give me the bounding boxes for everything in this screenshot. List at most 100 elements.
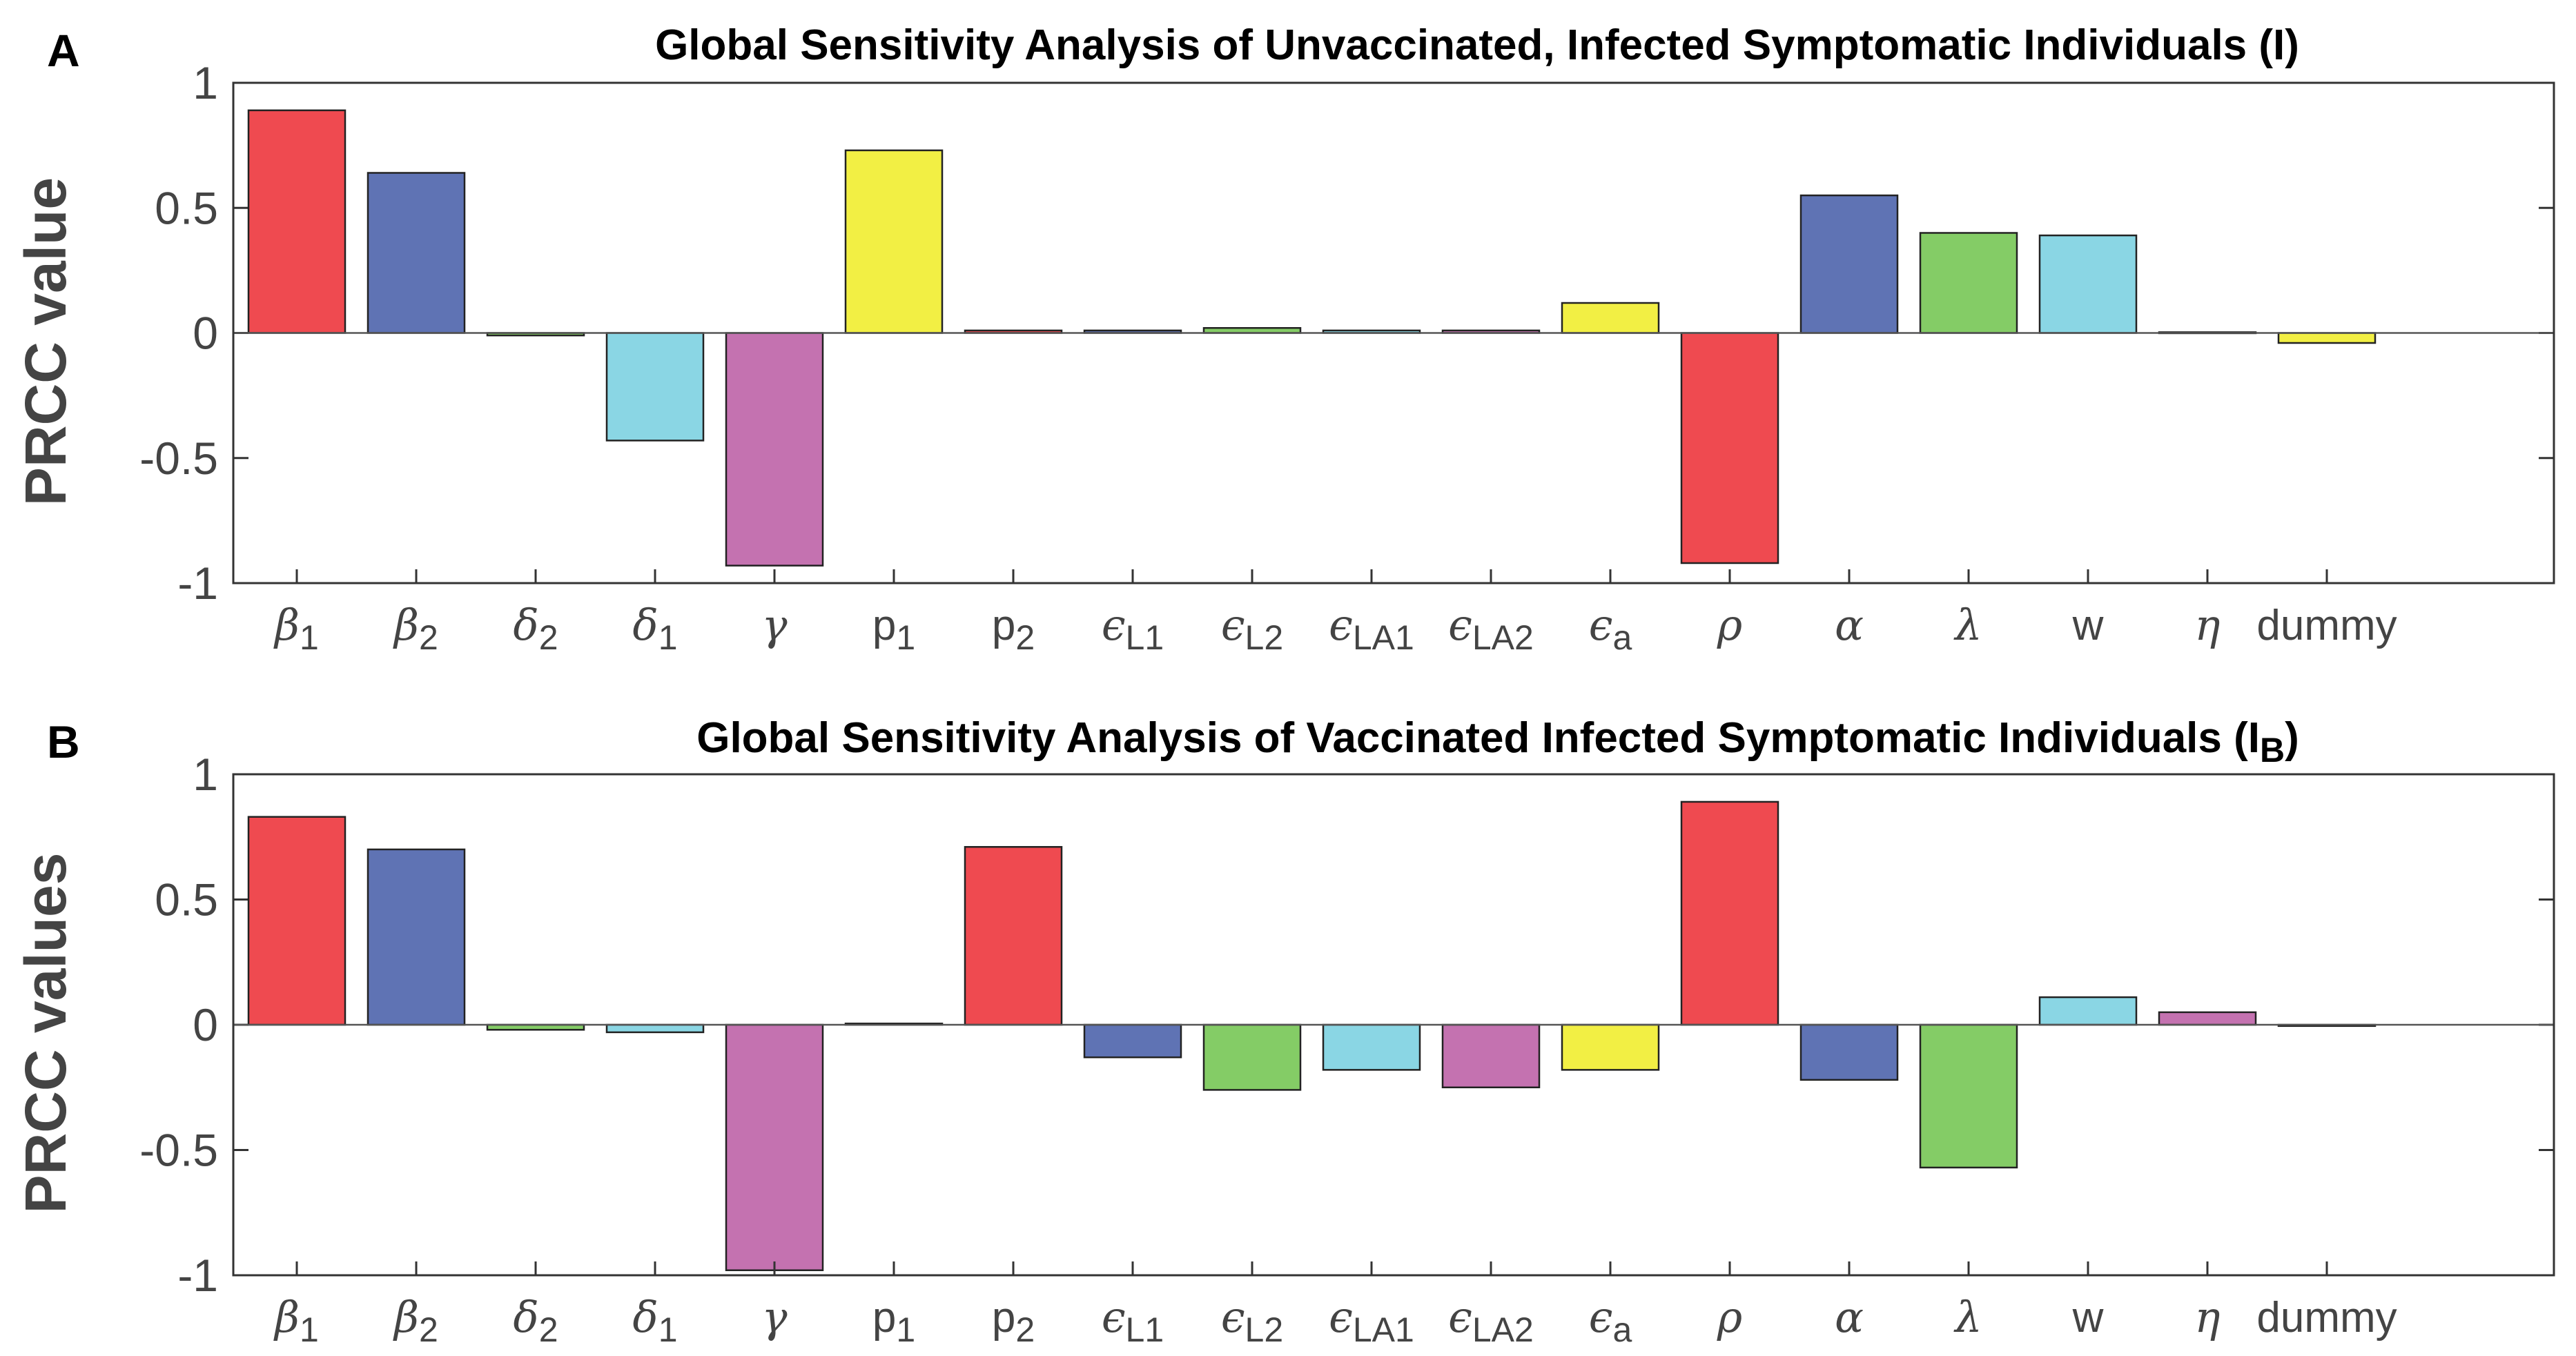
panel-a-xtick-sub: a xyxy=(1612,618,1632,657)
panel-b-xtick-base: ϵ xyxy=(1329,1292,1353,1342)
panel-b-xtick-label: p2 xyxy=(992,1294,1035,1349)
panel-b-letter: B xyxy=(47,716,80,767)
panel-b-ytick-label: 1 xyxy=(193,749,218,800)
panel-b-xticks: β1 β2 δ2 δ1 γ p1 p2 ϵL1 ϵL2 ϵLA1 ϵLA2 ϵa ρ α λ w η dummy xyxy=(273,1261,2397,1349)
panel-a-xtick-base: ϵ xyxy=(1329,600,1353,650)
panel-b-xtick-label: α xyxy=(1835,1292,1864,1342)
panel-a-axes xyxy=(232,81,2555,584)
panel-b-xtick-sub: 1 xyxy=(658,1310,678,1349)
panel-a-xtick-label: δ1 xyxy=(632,600,677,657)
panel-a-bar xyxy=(725,332,824,567)
panel-a-ytick-label: -1 xyxy=(177,558,218,609)
panel-a-xtick-label: p2 xyxy=(992,602,1035,657)
panel-a-xtick-label: β2 xyxy=(393,600,438,657)
panel-a-ytick-label: 0.5 xyxy=(155,182,218,233)
panel-a-xtick-label: ϵLA2 xyxy=(1448,600,1534,657)
panel-a-xtick-sub: L1 xyxy=(1126,618,1164,657)
panel-b-xtick-sub: 1 xyxy=(896,1310,915,1349)
panel-b-ytick-label: -0.5 xyxy=(139,1125,218,1176)
panel-b-bar xyxy=(725,1023,824,1271)
panel-a-xtick-base: ϵ xyxy=(1102,600,1126,650)
panel-a-xtick-base: α xyxy=(1835,600,1864,650)
panel-b-xtick-label: δ1 xyxy=(632,1292,677,1349)
panel-b-xtick-base: α xyxy=(1835,1292,1864,1342)
panel-b-xtick-base: ϵ xyxy=(1102,1292,1126,1342)
panel-a-xtick-label: ϵa xyxy=(1589,600,1632,657)
panel-b-bar xyxy=(2158,1011,2257,1026)
panel-b-title: Global Sensitivity Analysis of Vaccinate… xyxy=(696,714,2299,769)
panel-b-title-sub: B xyxy=(2260,731,2285,769)
panel-b-xtick-label: β2 xyxy=(393,1292,438,1349)
panel-a-letter: A xyxy=(47,25,80,76)
panel-a-xtick-base: γ xyxy=(761,600,788,650)
panel-a-bar xyxy=(1561,302,1660,334)
panel-b-xtick-label: ϵL1 xyxy=(1102,1292,1164,1349)
panel-a-bar xyxy=(247,109,347,334)
panel-a-xtick-sub: 2 xyxy=(1015,618,1035,657)
panel-a-xtick-base: ϵ xyxy=(1589,600,1613,650)
panel-a-bar xyxy=(605,332,705,442)
panel-a-xtick-base: λ xyxy=(1953,600,1982,650)
panel-a-xtick-sub: 1 xyxy=(300,618,319,657)
panel-b-xtick-base: dummy xyxy=(2256,1294,2397,1342)
panel-b-xtick-label: ϵLA2 xyxy=(1448,1292,1534,1349)
panel-b-bar xyxy=(367,848,466,1026)
panel-b-bar xyxy=(964,846,1063,1026)
panel-b-bar xyxy=(2038,996,2138,1026)
panel-b-xtick-label: ϵa xyxy=(1589,1292,1632,1349)
panel-b-bar xyxy=(1561,1023,1660,1071)
panel-b-xtick-sub: L1 xyxy=(1126,1310,1164,1349)
panel-b-xtick-label: w xyxy=(2072,1294,2104,1342)
panel-b-bar xyxy=(1680,800,1779,1026)
panel-b-xtick-label: p1 xyxy=(872,1294,915,1349)
panel-a: A Global Sensitivity Analysis of Unvacci… xyxy=(13,21,2555,657)
panel-b-xtick-sub: 2 xyxy=(539,1310,558,1349)
panel-b-bar xyxy=(1799,1023,1899,1081)
panel-b-xtick-base: η xyxy=(2194,1292,2220,1342)
panel-b-xtick-base: λ xyxy=(1953,1292,1982,1342)
panel-b-xtick-base: w xyxy=(2072,1294,2104,1342)
panel-a-xtick-base: dummy xyxy=(2256,602,2397,649)
panel-b-xtick-base: β xyxy=(393,1292,419,1342)
panel-b-xtick-base: ϵ xyxy=(1589,1292,1613,1342)
panel-a-xtick-base: p xyxy=(992,602,1015,649)
panel-a-yticks: 1 0.5 0 -0.5 -1 xyxy=(139,57,2554,609)
panel-b-xtick-sub: LA2 xyxy=(1472,1310,1534,1349)
panel-a-xtick-base: β xyxy=(273,600,300,650)
panel-a-bars xyxy=(247,109,2377,567)
panel-b-xtick-sub: 2 xyxy=(1015,1310,1035,1349)
panel-b-bar xyxy=(247,816,347,1026)
panel-a-bar xyxy=(1799,194,1899,334)
panel-b-xtick-label: ϵL2 xyxy=(1221,1292,1283,1349)
panel-a-ytick-label: 1 xyxy=(193,57,218,108)
panel-b-bar xyxy=(1083,1023,1182,1059)
panel-a-xtick-label: w xyxy=(2072,602,2104,649)
panel-b-bars xyxy=(247,800,2377,1271)
panel-b-xtick-label: ϵLA1 xyxy=(1329,1292,1414,1349)
panel-b-xtick-label: dummy xyxy=(2256,1294,2397,1342)
panel-a-title: Global Sensitivity Analysis of Unvaccina… xyxy=(655,21,2299,69)
panel-b-xtick-base: ρ xyxy=(1717,1292,1742,1342)
panel-a-xtick-label: dummy xyxy=(2256,602,2397,649)
panel-a-xtick-label: ϵLA1 xyxy=(1329,600,1414,657)
panel-b-xtick-sub: 2 xyxy=(419,1310,438,1349)
panel-b-xtick-base: δ xyxy=(513,1292,538,1342)
panel-b-xtick-sub: 1 xyxy=(300,1310,319,1349)
panel-a-xtick-base: δ xyxy=(632,600,658,650)
panel-a-bar xyxy=(1680,332,1779,564)
panel-a-ytick-label: 0 xyxy=(193,308,218,359)
panel-b-xtick-base: β xyxy=(273,1292,300,1342)
panel-a-ytick-label: -0.5 xyxy=(139,433,218,484)
panel-b-bar xyxy=(1441,1023,1541,1088)
panel-a-bar xyxy=(2038,234,2138,334)
panel-b-ytick-label: -1 xyxy=(177,1250,218,1301)
panel-a-xtick-label: ϵL2 xyxy=(1221,600,1283,657)
panel-b-ytick-label: 0.5 xyxy=(155,874,218,925)
panel-b-bar xyxy=(605,1023,705,1034)
panel-b-xtick-label: ρ xyxy=(1717,1292,1742,1342)
panel-a-bar xyxy=(844,149,944,334)
panel-b-xtick-label: δ2 xyxy=(513,1292,558,1349)
panel-a-xtick-sub: L2 xyxy=(1245,618,1284,657)
panel-a-ylabel: PRCC value xyxy=(13,177,78,506)
